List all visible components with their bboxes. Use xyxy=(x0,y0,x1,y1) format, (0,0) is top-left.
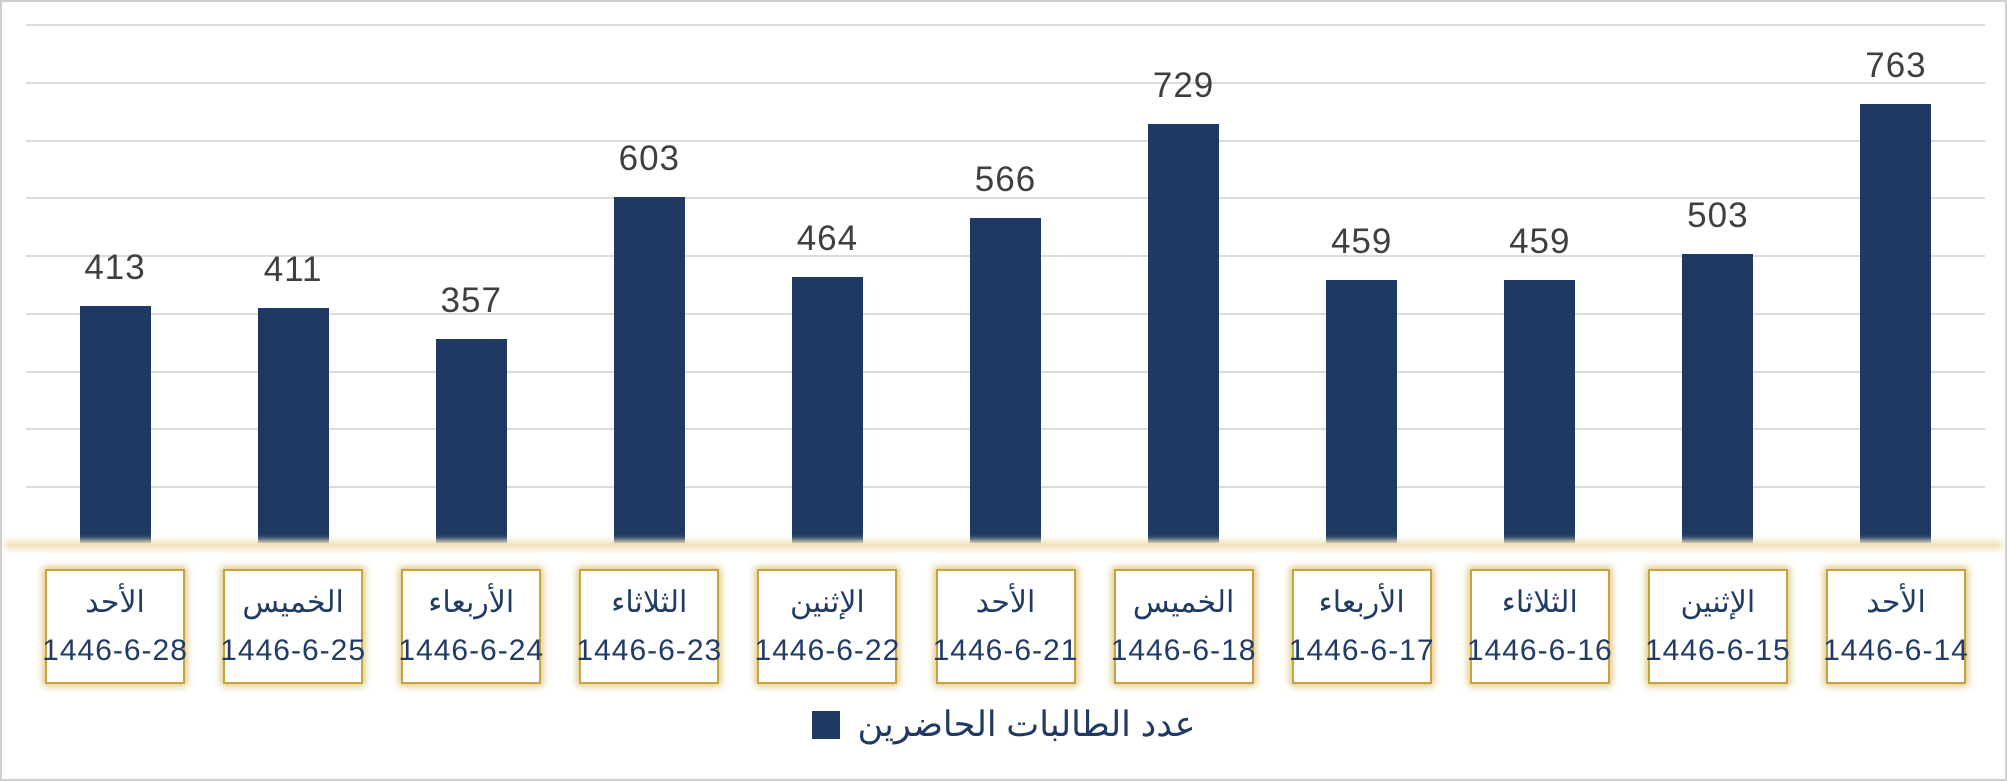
date-label: 1446-6-16 xyxy=(1466,634,1613,667)
x-axis-label-box: الثلاثاء 1446-6-23 xyxy=(576,569,723,684)
day-name-label: الخميس xyxy=(1132,586,1235,619)
bar[interactable] xyxy=(791,276,863,545)
day-name-label: الأربعاء xyxy=(428,586,515,619)
bar-value-label: 763 xyxy=(1865,46,1927,86)
x-axis-label-box: الإثنين 1446-6-15 xyxy=(1644,569,1791,684)
gridline xyxy=(26,24,1985,26)
bar[interactable] xyxy=(435,338,507,545)
date-label: 1446-6-24 xyxy=(398,634,545,667)
legend-swatch-icon xyxy=(811,711,840,739)
x-axis-label-box: الإثنين 1446-6-22 xyxy=(755,569,899,684)
date-label: 1446-6-23 xyxy=(576,634,723,667)
date-label: 1446-6-28 xyxy=(42,634,188,667)
day-name-label: الأحد xyxy=(1866,586,1926,619)
bar[interactable] xyxy=(613,196,685,545)
bar-value-label: 566 xyxy=(974,159,1037,199)
bar-value-label: 464 xyxy=(796,218,859,258)
date-label: 1446-6-22 xyxy=(754,634,901,667)
legend-label: عدد الطالبات الحاضرين xyxy=(857,705,1196,744)
x-axis-label-box: الأحد 1446-6-28 xyxy=(42,569,188,684)
gridline xyxy=(26,197,1985,200)
bar-value-label: 459 xyxy=(1509,221,1571,261)
x-axis-label-box: الأربعاء 1446-6-24 xyxy=(398,569,545,684)
gridline xyxy=(26,81,1985,84)
bar-value-label: 503 xyxy=(1687,196,1749,236)
day-name-label: الإثنين xyxy=(790,586,865,619)
gridline xyxy=(26,139,1985,142)
bar[interactable] xyxy=(1860,104,1932,545)
date-label: 1446-6-25 xyxy=(220,634,367,667)
x-axis-label-box: الخميس 1446-6-25 xyxy=(220,569,367,684)
x-axis-label-box: الأحد 1446-6-21 xyxy=(932,569,1079,684)
bar[interactable] xyxy=(257,307,329,545)
day-name-label: الثلاثاء xyxy=(1501,586,1578,619)
bar-value-label: 459 xyxy=(1330,221,1393,261)
bar[interactable] xyxy=(970,217,1041,545)
x-axis-label-box: الأربعاء 1446-6-17 xyxy=(1288,569,1435,684)
date-label: 1446-6-17 xyxy=(1288,634,1435,667)
bar[interactable] xyxy=(1504,279,1576,545)
bar-value-label: 411 xyxy=(263,249,323,289)
bar[interactable] xyxy=(1148,123,1220,545)
bar[interactable] xyxy=(79,306,151,545)
x-axis-label-box: الخميس 1446-6-18 xyxy=(1110,569,1257,684)
bar-value-label: 729 xyxy=(1152,65,1215,105)
bar[interactable] xyxy=(1682,254,1754,545)
day-name-label: الإثنين xyxy=(1680,586,1756,619)
day-name-label: الأحد xyxy=(975,586,1036,619)
date-label: 1446-6-18 xyxy=(1110,634,1257,667)
bar-value-label: 357 xyxy=(440,280,502,320)
legend: عدد الطالبات الحاضرين xyxy=(2,705,2005,745)
day-name-label: الأحد xyxy=(85,586,145,619)
date-label: 1446-6-14 xyxy=(1823,634,1969,667)
day-name-label: الأربعاء xyxy=(1318,586,1405,619)
x-axis-label-box: الثلاثاء 1446-6-16 xyxy=(1466,569,1613,684)
x-axis-line xyxy=(7,543,2000,547)
bar-value-label: 413 xyxy=(84,248,146,288)
date-label: 1446-6-21 xyxy=(932,634,1079,667)
day-name-label: الخميس xyxy=(242,586,344,619)
date-label: 1446-6-15 xyxy=(1644,634,1791,667)
x-axis-label-box: الأحد 1446-6-14 xyxy=(1823,569,1969,684)
bar-value-label: 603 xyxy=(618,138,681,178)
day-name-label: الثلاثاء xyxy=(611,586,688,619)
bar[interactable] xyxy=(1326,279,1398,545)
